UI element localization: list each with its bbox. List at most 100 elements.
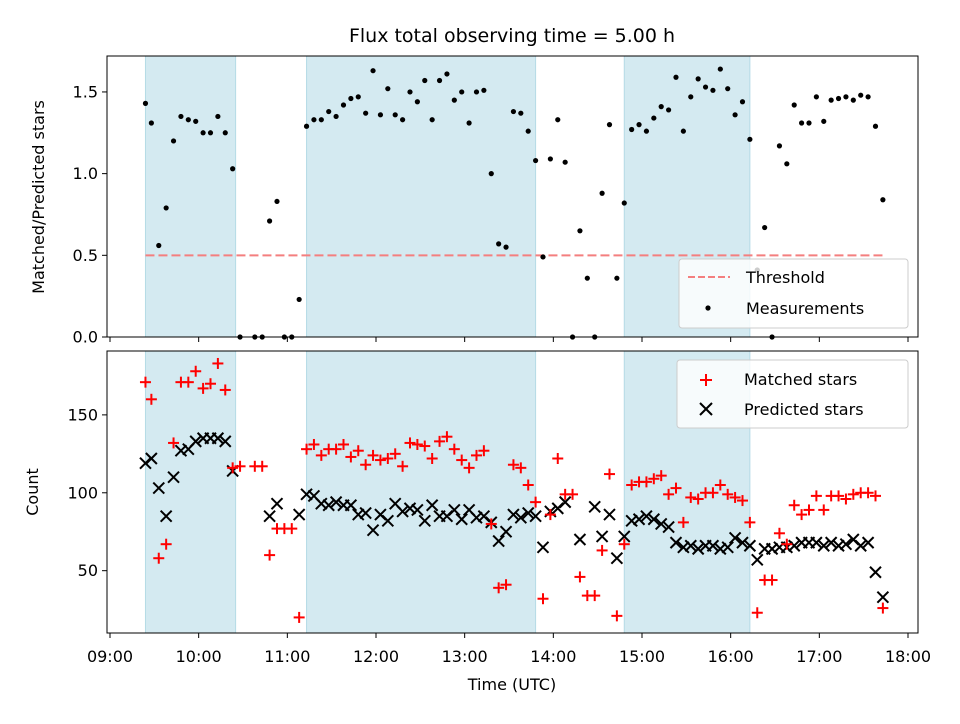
bottom-legend-box: [676, 359, 909, 429]
predicted-stars-point: [610, 552, 624, 565]
bottom-shaded-intervals: [144, 350, 751, 634]
matched-stars-point: [411, 438, 423, 450]
measurement-point: [865, 94, 871, 100]
matched-stars-point: [596, 544, 608, 556]
top-panel: 0.0 0.5 1.0 1.5 Matched/Predicted stars Thr…: [29, 55, 919, 347]
matched-stars-point: [337, 438, 349, 450]
matched-stars-point: [234, 460, 246, 472]
measurement-point: [680, 128, 686, 134]
predicted-stars-point: [655, 517, 668, 531]
predicted-stars-point: [174, 444, 188, 457]
y-tick-label: 0.0: [73, 328, 98, 347]
top-x-ticks: [109, 337, 909, 342]
measurement-point: [510, 108, 517, 115]
measurement-point: [170, 138, 177, 144]
matched-stars-point: [552, 453, 564, 465]
matched-stars-point: [847, 488, 859, 500]
y-tick-label: 50: [78, 561, 98, 580]
measurement-point: [163, 205, 169, 211]
bottom-y-ticks: 50 100 150: [67, 405, 107, 580]
measurement-point: [355, 94, 361, 100]
measurement-point: [326, 108, 332, 115]
measurements-series: [142, 66, 886, 340]
measurement-point: [673, 74, 679, 80]
measurement-point: [451, 97, 457, 103]
matched-stars-point: [456, 454, 468, 466]
matched-stars-point: [670, 482, 682, 494]
predicted-stars-point: [603, 508, 616, 521]
measurement-point: [813, 94, 819, 100]
matched-stars-point: [212, 357, 224, 369]
matched-stars-point: [360, 459, 372, 471]
predicted-stars-point: [640, 509, 653, 523]
measurement-point: [525, 128, 531, 134]
measurement-point: [370, 68, 376, 74]
measurement-point: [185, 117, 191, 123]
measurement-point: [843, 94, 849, 100]
matched-stars-point: [382, 453, 394, 465]
x-tick-label: 09:00: [87, 647, 133, 666]
measurement-point: [651, 115, 657, 121]
measurement-point: [821, 118, 827, 124]
predicted-stars-point: [455, 513, 468, 526]
matched-stars-point: [796, 509, 808, 521]
measurement-point: [799, 120, 805, 126]
matched-stars-point: [485, 518, 497, 530]
matched-stars-point: [766, 574, 778, 586]
matched-stars-point: [729, 491, 741, 503]
measurement-point: [606, 122, 613, 128]
predicted-stars-point: [159, 509, 173, 523]
predicted-stars-point: [344, 499, 358, 512]
matched-stars-point: [877, 602, 889, 614]
measurement-point: [835, 95, 842, 102]
matched-stars-point: [833, 490, 845, 502]
matched-stars-point: [345, 451, 357, 463]
matched-stars-point: [441, 431, 453, 443]
matched-stars-point: [397, 460, 409, 472]
matched-stars-point: [707, 487, 719, 499]
shaded-interval: [306, 350, 537, 634]
measurement-point: [407, 89, 413, 95]
bottom-axes-frame: [106, 350, 919, 634]
y-tick-label: 150: [67, 405, 98, 424]
matched-stars-point: [478, 445, 490, 457]
matched-stars-point: [515, 462, 527, 474]
matched-stars-point: [803, 504, 815, 516]
matched-stars-point: [374, 454, 386, 466]
top-y-axis-label: Matched/Predicted stars: [29, 100, 48, 294]
count-series: [139, 357, 890, 623]
measurement-point: [400, 117, 406, 123]
matched-stars-point: [426, 453, 438, 465]
x-tick-label: 13:00: [442, 647, 488, 666]
predicted-stars-point: [743, 539, 757, 552]
matched-stars-point: [153, 552, 165, 564]
measurement-point: [518, 110, 524, 116]
predicted-stars-point: [817, 539, 830, 552]
predicted-stars-point: [418, 514, 431, 528]
measurement-point: [533, 157, 539, 164]
matched-stars-point: [168, 437, 180, 449]
measurement-point: [599, 190, 605, 196]
measurement-point: [385, 86, 391, 92]
measurement-point: [222, 130, 228, 136]
predicted-stars-point: [618, 530, 631, 543]
measurement-point: [784, 161, 790, 167]
predicted-stars-point: [411, 503, 424, 517]
predicted-stars-point: [824, 536, 838, 549]
predicted-stars-point: [499, 525, 513, 538]
predicted-stars-point: [167, 470, 180, 484]
predicted-stars-point: [558, 495, 572, 509]
matched-stars-point: [190, 365, 202, 377]
predicted-stars-point: [366, 523, 380, 537]
predicted-stars-point: [352, 508, 365, 521]
measurement-point: [503, 244, 509, 250]
measurement-point: [481, 87, 487, 93]
matched-stars-point: [448, 443, 460, 455]
y-tick-label: 1.5: [73, 82, 98, 101]
measurement-point: [547, 156, 553, 162]
matched-stars-point: [463, 462, 475, 474]
predicted-stars-point: [522, 506, 535, 520]
matched-stars-point: [640, 476, 652, 488]
measurement-point: [880, 197, 886, 203]
chart-title: Flux total observing time = 5.00 h: [349, 25, 675, 47]
